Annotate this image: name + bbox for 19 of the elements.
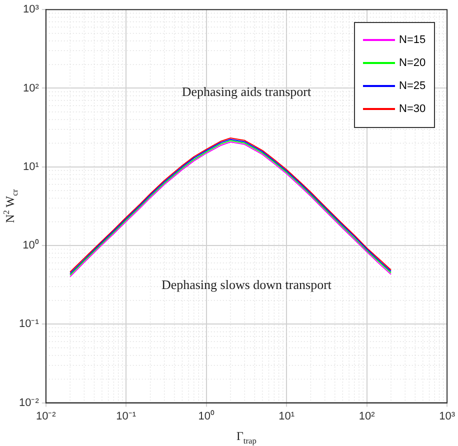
y-tick-label: 10²: [22, 82, 40, 94]
y-axis-title: N2 Wcr: [2, 189, 20, 224]
y-tick-label: 10⁻²: [18, 396, 40, 409]
x-tick-label: 10²: [358, 410, 376, 422]
legend-label: N=15: [399, 34, 426, 46]
y-tick-label: 10⁰: [22, 238, 39, 252]
x-tick-label: 10³: [439, 410, 456, 422]
legend-label: N=20: [399, 57, 426, 70]
legend-label: N=25: [399, 80, 426, 92]
x-tick-label: 10⁻²: [36, 410, 56, 422]
annotation: Dephasing aids transport: [182, 84, 312, 100]
x-tick-label: 10¹: [278, 410, 295, 422]
x-tick-label: 10⁰: [198, 409, 214, 422]
y-tick-label: 10¹: [22, 160, 40, 173]
x-tick-label: 10⁻¹: [116, 410, 136, 422]
legend-label: N=30: [399, 103, 426, 116]
annotation: Dephasing slows down transport: [161, 276, 332, 292]
y-tick-label: 10³: [22, 4, 40, 16]
y-tick-label: 10⁻¹: [18, 318, 40, 330]
